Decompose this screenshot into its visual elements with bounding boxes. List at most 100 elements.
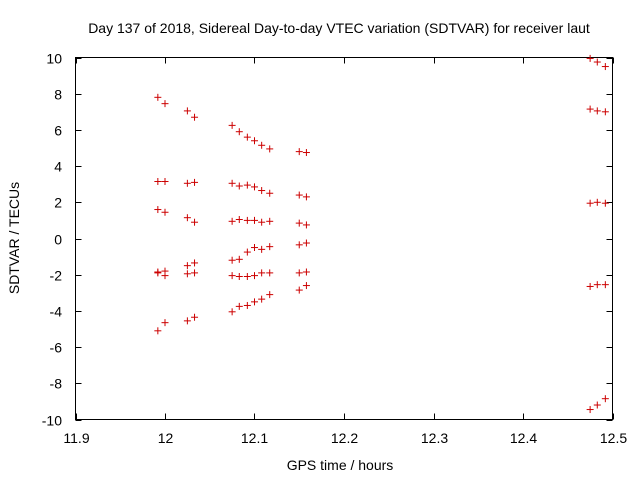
- x-tick-label: 12: [158, 430, 174, 446]
- data-point: [295, 286, 303, 294]
- y-tick-label: 4: [54, 159, 62, 175]
- data-point: [601, 63, 609, 71]
- data-point: [302, 221, 310, 229]
- tick-labels: 11.9 12 12.1 12.2 12.3 12.4 12.5 -10 -8 -6 -4 -2 0 2 4…: [42, 51, 628, 447]
- data-point: [601, 108, 609, 116]
- plot-frame: [75, 57, 613, 420]
- data-point: [183, 270, 191, 278]
- data-point: [228, 256, 236, 264]
- y-tick-label: -2: [50, 268, 63, 284]
- data-point: [266, 189, 274, 197]
- data-point: [154, 268, 162, 276]
- x-tick-label: 12.3: [421, 430, 448, 446]
- data-point: [251, 216, 258, 224]
- data-point: [586, 54, 594, 62]
- x-tick-label: 12.4: [510, 430, 537, 446]
- data-point: [228, 121, 236, 129]
- data-point: [228, 308, 236, 316]
- data-point: [251, 183, 258, 191]
- x-tick-label: 12.5: [600, 430, 627, 446]
- data-point: [183, 179, 191, 187]
- data-point: [228, 272, 236, 280]
- data-point: [302, 193, 310, 201]
- data-point: [191, 178, 199, 186]
- data-point: [161, 208, 169, 216]
- data-point: [302, 282, 310, 290]
- x-tick-label: 12.2: [331, 430, 358, 446]
- data-point: [243, 248, 251, 256]
- data-point: [593, 107, 601, 115]
- data-point: [258, 269, 266, 277]
- data-point: [161, 272, 169, 280]
- data-point: [295, 191, 303, 199]
- data-point: [251, 137, 258, 145]
- data-point: [295, 219, 303, 227]
- data-point: [228, 217, 236, 225]
- data-point: [251, 272, 258, 280]
- data-point: [258, 245, 266, 253]
- data-point: [258, 141, 266, 149]
- y-tick-label: -6: [50, 340, 63, 356]
- data-point: [258, 218, 266, 226]
- y-tick-label: 2: [54, 195, 62, 211]
- chart-title: Day 137 of 2018, Sidereal Day-to-day VTE…: [88, 20, 590, 36]
- y-tick-label: -8: [50, 376, 63, 392]
- data-point: [266, 217, 274, 225]
- data-point: [243, 181, 251, 189]
- data-point: [235, 182, 243, 190]
- data-point: [601, 395, 609, 403]
- data-point: [586, 406, 594, 414]
- data-point: [161, 319, 169, 327]
- data-point: [586, 199, 594, 207]
- data-point: [601, 199, 609, 207]
- data-point: [191, 313, 199, 321]
- data-point: [154, 93, 162, 101]
- data-point: [266, 291, 274, 299]
- y-axis-label: SDTVAR / TECUs: [6, 182, 22, 294]
- data-point: [593, 58, 601, 66]
- data-point: [235, 128, 243, 136]
- data-point: [154, 206, 162, 214]
- data-point: [161, 100, 169, 108]
- data-point: [586, 282, 594, 290]
- data-point: [266, 145, 274, 153]
- data-point: [235, 273, 243, 281]
- data-point: [243, 133, 251, 141]
- data-point: [243, 273, 251, 281]
- data-point: [191, 269, 199, 277]
- x-axis-label: GPS time / hours: [287, 457, 394, 473]
- data-point: [191, 218, 199, 226]
- data-point: [295, 148, 303, 156]
- data-point: [251, 298, 258, 306]
- data-point: [601, 281, 609, 289]
- data-points: [154, 54, 609, 414]
- y-tick-label: 0: [54, 232, 62, 248]
- data-point: [235, 302, 243, 310]
- y-tick-label: 10: [46, 51, 62, 67]
- x-tick-label: 11.9: [63, 430, 89, 446]
- data-point: [586, 105, 594, 113]
- axis-ticks: [75, 57, 614, 421]
- data-point: [235, 255, 243, 263]
- data-point: [266, 269, 274, 277]
- data-point: [295, 241, 303, 249]
- y-tick-label: 8: [54, 87, 62, 103]
- data-point: [258, 187, 266, 195]
- data-point: [302, 149, 310, 157]
- data-point: [251, 244, 258, 252]
- data-point: [183, 214, 191, 222]
- data-point: [243, 216, 251, 224]
- data-point: [183, 317, 191, 325]
- data-point: [191, 259, 199, 267]
- data-point: [161, 177, 169, 185]
- data-point: [593, 281, 601, 289]
- data-point: [183, 262, 191, 270]
- x-tick-label: 12.1: [241, 430, 268, 446]
- data-point: [235, 215, 243, 223]
- data-point: [266, 243, 274, 251]
- data-point: [154, 327, 162, 335]
- data-point: [593, 198, 601, 206]
- data-point: [228, 179, 236, 187]
- y-tick-label: -4: [50, 304, 63, 320]
